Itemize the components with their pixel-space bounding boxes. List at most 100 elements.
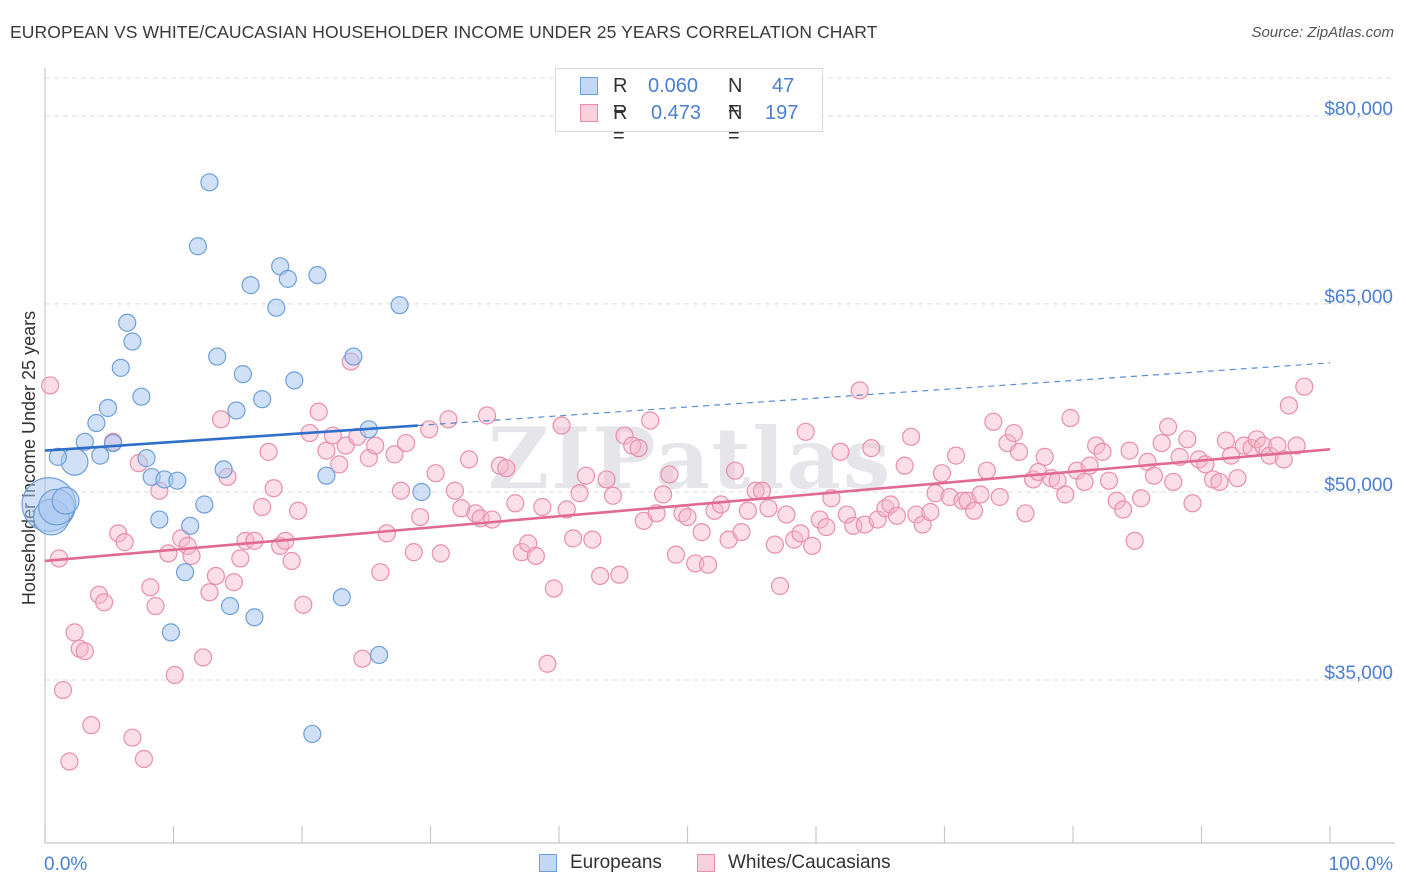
white-caucasian-point bbox=[1183, 494, 1202, 513]
europeans-trend-extension bbox=[417, 362, 1331, 427]
white-caucasian-point bbox=[206, 566, 226, 586]
european-point bbox=[245, 608, 264, 627]
r-label: R = bbox=[613, 102, 628, 147]
white-caucasian-point bbox=[796, 422, 815, 441]
white-caucasian-point bbox=[483, 510, 502, 529]
white-caucasian-point bbox=[1164, 472, 1183, 492]
y-tick-label: $80,000 bbox=[1324, 99, 1393, 120]
source-label: Source: ZipAtlas.com bbox=[1251, 24, 1394, 41]
white-caucasian-point bbox=[895, 456, 914, 475]
white-caucasian-point bbox=[538, 654, 557, 673]
white-caucasian-point bbox=[289, 501, 308, 520]
european-point bbox=[181, 516, 200, 535]
white-caucasian-point bbox=[353, 649, 372, 668]
white-caucasian-point bbox=[377, 524, 396, 543]
european-point bbox=[118, 313, 137, 332]
white-caucasian-point bbox=[95, 593, 114, 612]
white-caucasian-point bbox=[1061, 408, 1080, 428]
white-caucasian-point bbox=[686, 554, 705, 573]
white-caucasian-point bbox=[844, 516, 863, 535]
n-label: N = bbox=[728, 102, 743, 147]
white-caucasian-point bbox=[330, 455, 349, 474]
white-caucasian-point bbox=[82, 716, 101, 735]
white-caucasian-point bbox=[1125, 531, 1144, 550]
white-caucasian-point bbox=[791, 524, 810, 543]
european-point bbox=[200, 173, 219, 192]
white-caucasian-point bbox=[497, 459, 516, 478]
white-caucasian-point bbox=[282, 551, 301, 571]
white-caucasian-point bbox=[759, 499, 778, 518]
white-caucasian-point bbox=[165, 665, 184, 685]
white-caucasian-point bbox=[887, 506, 907, 525]
european-point bbox=[51, 486, 80, 515]
white-caucasian-point bbox=[610, 565, 629, 584]
whites-swatch bbox=[580, 104, 598, 122]
white-caucasian-point bbox=[477, 406, 497, 425]
white-caucasian-point bbox=[134, 749, 154, 769]
white-caucasian-point bbox=[193, 648, 213, 667]
white-caucasian-point bbox=[953, 491, 972, 510]
white-caucasian-point bbox=[146, 596, 165, 616]
european-point bbox=[303, 724, 322, 744]
european-point bbox=[370, 645, 389, 665]
white-caucasian-point bbox=[901, 427, 921, 446]
white-caucasian-point bbox=[932, 464, 952, 483]
european-point bbox=[267, 298, 286, 317]
european-point bbox=[317, 466, 336, 485]
r-label: R = bbox=[613, 75, 628, 120]
white-caucasian-point bbox=[426, 464, 445, 483]
european-point bbox=[132, 387, 151, 406]
white-caucasian-point bbox=[371, 563, 390, 582]
europeans-swatch bbox=[580, 77, 598, 95]
white-caucasian-point bbox=[439, 410, 458, 429]
white-caucasian-point bbox=[653, 485, 673, 504]
n-value: 47 bbox=[772, 75, 795, 97]
n-label: N = bbox=[728, 75, 743, 120]
european-point bbox=[227, 401, 246, 420]
white-caucasian-point bbox=[641, 411, 660, 430]
white-caucasian-point bbox=[466, 504, 485, 523]
white-caucasian-point bbox=[159, 544, 178, 563]
white-caucasian-point bbox=[1004, 423, 1023, 443]
white-caucasian-point bbox=[591, 566, 610, 586]
r-value: 0.473 bbox=[651, 102, 702, 124]
european-point bbox=[75, 432, 94, 451]
white-caucasian-point bbox=[803, 536, 822, 555]
white-caucasian-point bbox=[984, 412, 1003, 431]
white-caucasian-point bbox=[506, 494, 525, 513]
white-caucasian-point bbox=[264, 479, 283, 498]
european-point bbox=[214, 460, 233, 479]
european-point bbox=[412, 482, 431, 502]
europeans-swatch bbox=[539, 854, 557, 872]
white-caucasian-point bbox=[1274, 450, 1293, 469]
white-caucasian-point bbox=[396, 433, 416, 453]
whites-label: Whites/Caucasians bbox=[728, 852, 891, 873]
y-axis-label: Householder Income Under 25 years bbox=[19, 311, 39, 605]
white-caucasian-point bbox=[881, 495, 900, 514]
white-caucasian-point bbox=[698, 555, 718, 574]
white-caucasian-point bbox=[1132, 489, 1151, 508]
european-point bbox=[98, 398, 118, 418]
white-caucasian-point bbox=[211, 410, 231, 429]
white-caucasian-point bbox=[597, 470, 616, 489]
european-point bbox=[285, 371, 304, 390]
white-caucasian-point bbox=[1144, 466, 1164, 485]
white-caucasian-point bbox=[576, 466, 596, 485]
white-caucasian-point bbox=[200, 583, 219, 602]
european-point bbox=[48, 447, 67, 466]
white-caucasian-point bbox=[603, 486, 623, 505]
watermark: ZIPatlas bbox=[488, 409, 892, 508]
white-caucasian-point bbox=[115, 533, 134, 552]
white-caucasian-point bbox=[1152, 433, 1171, 453]
europeans-label: Europeans bbox=[570, 852, 662, 873]
white-caucasian-point bbox=[65, 623, 84, 642]
white-caucasian-point bbox=[557, 500, 576, 519]
white-caucasian-point bbox=[544, 579, 563, 598]
white-caucasian-point bbox=[309, 402, 328, 421]
white-caucasian-point bbox=[1158, 417, 1178, 436]
white-caucasian-point bbox=[1093, 442, 1112, 461]
white-caucasian-point bbox=[552, 416, 571, 435]
chart-title: EUROPEAN VS WHITE/CAUCASIAN HOUSEHOLDER … bbox=[10, 22, 878, 42]
european-point bbox=[241, 276, 260, 295]
